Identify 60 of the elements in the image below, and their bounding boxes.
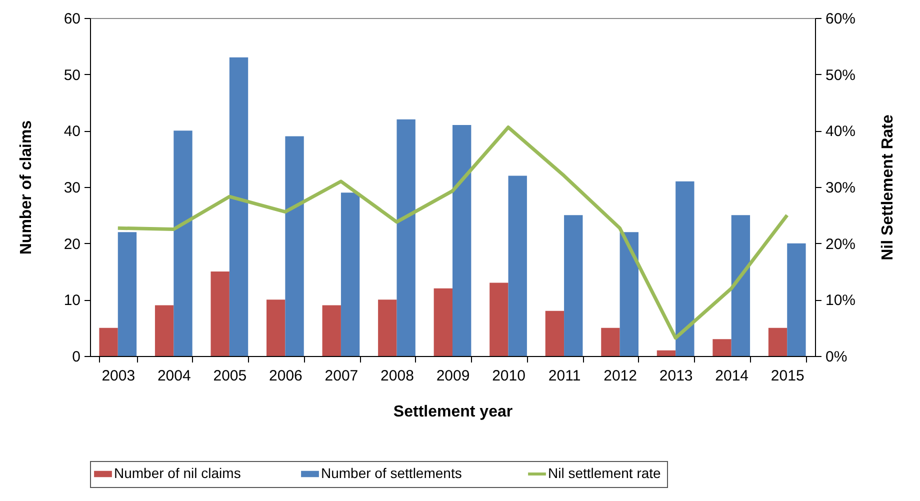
line-series (116, 126, 789, 340)
y-axis-title: Number of claims (18, 120, 35, 255)
y-tick-label: 50 (64, 66, 80, 84)
y-tick-label: 60 (64, 10, 80, 28)
bar (322, 305, 341, 356)
x-tick-label: 2006 (269, 368, 302, 384)
y2-tick-label: 50% (826, 66, 856, 84)
bar (378, 300, 397, 356)
x-tick-label: 2011 (548, 368, 581, 384)
bar (210, 272, 230, 356)
y-tick-label: 10 (64, 292, 80, 310)
x-tick-label: 2014 (715, 368, 749, 384)
bar (712, 339, 732, 356)
x-tick-label: 2015 (770, 368, 804, 384)
y2-tick-label: 40% (826, 123, 856, 140)
bar (174, 130, 192, 356)
bar (601, 328, 620, 356)
bar (731, 215, 750, 356)
bar (787, 243, 806, 356)
bar (545, 310, 564, 356)
bar (676, 181, 694, 356)
bar (340, 192, 360, 356)
x-tick-label: 2010 (492, 368, 526, 384)
x-tick-label: 2009 (436, 368, 470, 384)
bar (229, 57, 248, 356)
x-tick-label: 2003 (102, 368, 136, 384)
bar (564, 215, 583, 356)
y2-tick-label: 30% (826, 180, 856, 196)
y-tick-label: 20 (64, 236, 80, 253)
bar (396, 119, 416, 356)
y2-tick-label: 10% (826, 292, 856, 310)
x-tick-label: 2008 (380, 368, 414, 384)
bar (508, 176, 527, 356)
x-tick-label: 2004 (157, 368, 191, 384)
y2-tick-label: 20% (826, 236, 856, 253)
bar (452, 125, 472, 356)
bar (154, 305, 174, 356)
bar (434, 288, 452, 356)
x-tick-label: 2013 (659, 368, 693, 384)
bar (490, 282, 508, 356)
bar (266, 300, 286, 356)
bar (99, 328, 118, 356)
bar (620, 232, 638, 356)
y2-axis-title: Nil Settlement Rate (880, 114, 897, 260)
legend-label: Number of nil claims (114, 465, 241, 481)
y2-tick-label: 60% (826, 10, 856, 28)
y-tick-label: 0 (72, 348, 80, 366)
y-tick-label: 40 (64, 123, 80, 140)
bar (118, 232, 137, 356)
legend-label: Number of settlements (321, 465, 462, 481)
legend-label: Nil settlement rate (548, 465, 662, 481)
x-tick-label: 2005 (213, 368, 247, 384)
x-axis-title: Settlement year (393, 404, 513, 420)
bar (768, 328, 788, 356)
x-tick-label: 2007 (324, 368, 358, 384)
y-tick-label: 30 (64, 180, 80, 196)
y2-tick-label: 0% (826, 348, 848, 366)
bar (656, 350, 676, 356)
x-tick-label: 2012 (604, 368, 637, 384)
bar (285, 136, 304, 356)
